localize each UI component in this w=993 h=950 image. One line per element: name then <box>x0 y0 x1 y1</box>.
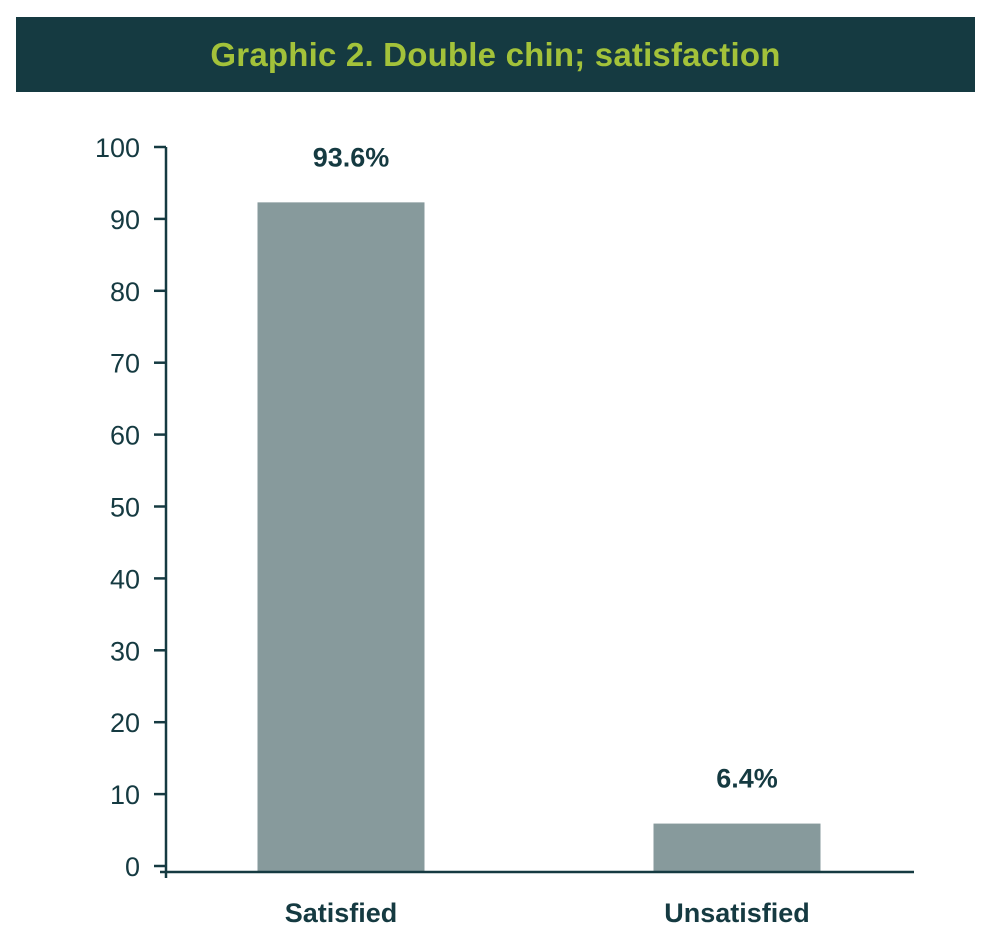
y-tick-label: 40 <box>110 564 140 594</box>
y-tick-label: 90 <box>110 205 140 235</box>
y-tick-label: 10 <box>110 780 140 810</box>
chart-title-bar: Graphic 2. Double chin; satisfaction <box>16 17 975 92</box>
bar-satisfied <box>257 202 425 872</box>
y-tick-label: 80 <box>110 277 140 307</box>
data-label: 6.4% <box>716 764 778 794</box>
y-tick-label: 60 <box>110 421 140 451</box>
x-category-label: Unsatisfied <box>664 898 810 928</box>
y-tick-label: 100 <box>95 133 140 163</box>
bars-layer <box>257 202 821 872</box>
y-tick-label: 30 <box>110 636 140 666</box>
data-label: 93.6% <box>313 142 390 172</box>
labels-layer: 0 10 20 30 40 50 60 70 80 90 100 Satisfied Unsatisfi… <box>95 133 810 928</box>
bar-unsatisfied <box>653 823 821 872</box>
y-tick-label: 50 <box>110 493 140 523</box>
y-tick-label: 70 <box>110 349 140 379</box>
axes-layer <box>154 145 914 878</box>
chart-title: Graphic 2. Double chin; satisfaction <box>210 35 781 73</box>
y-tick-label: 20 <box>110 708 140 738</box>
y-tick-label: 0 <box>125 852 140 882</box>
x-category-label: Satisfied <box>285 898 398 928</box>
